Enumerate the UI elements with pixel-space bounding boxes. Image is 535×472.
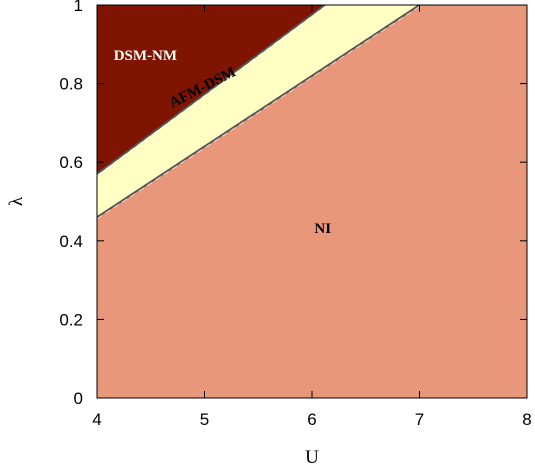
region-label-ni: NI (314, 221, 331, 237)
x-tick-label: 7 (415, 410, 424, 429)
phase-boundary-line (96, 4, 326, 175)
region-label-dsm-nm: DSM-NM (114, 48, 177, 64)
y-tick-label: 0.8 (59, 75, 83, 94)
phase-boundary-line (96, 4, 421, 219)
x-tick-label: 5 (200, 410, 209, 429)
y-tick-label: 0 (74, 389, 83, 408)
phase-boundary-dash (96, 6, 420, 220)
phase-boundary-dash (96, 6, 326, 176)
x-tick-label: 4 (92, 410, 101, 429)
y-axis-title: λ (6, 196, 27, 206)
x-axis-title: U (305, 447, 319, 468)
x-tick-label: 8 (522, 410, 531, 429)
y-tick-label: 0.6 (59, 153, 83, 172)
y-tick-label: 1 (74, 0, 83, 15)
x-tick-label: 6 (307, 410, 316, 429)
y-tick-label: 0.4 (59, 232, 83, 251)
y-tick-label: 0.2 (59, 310, 83, 329)
